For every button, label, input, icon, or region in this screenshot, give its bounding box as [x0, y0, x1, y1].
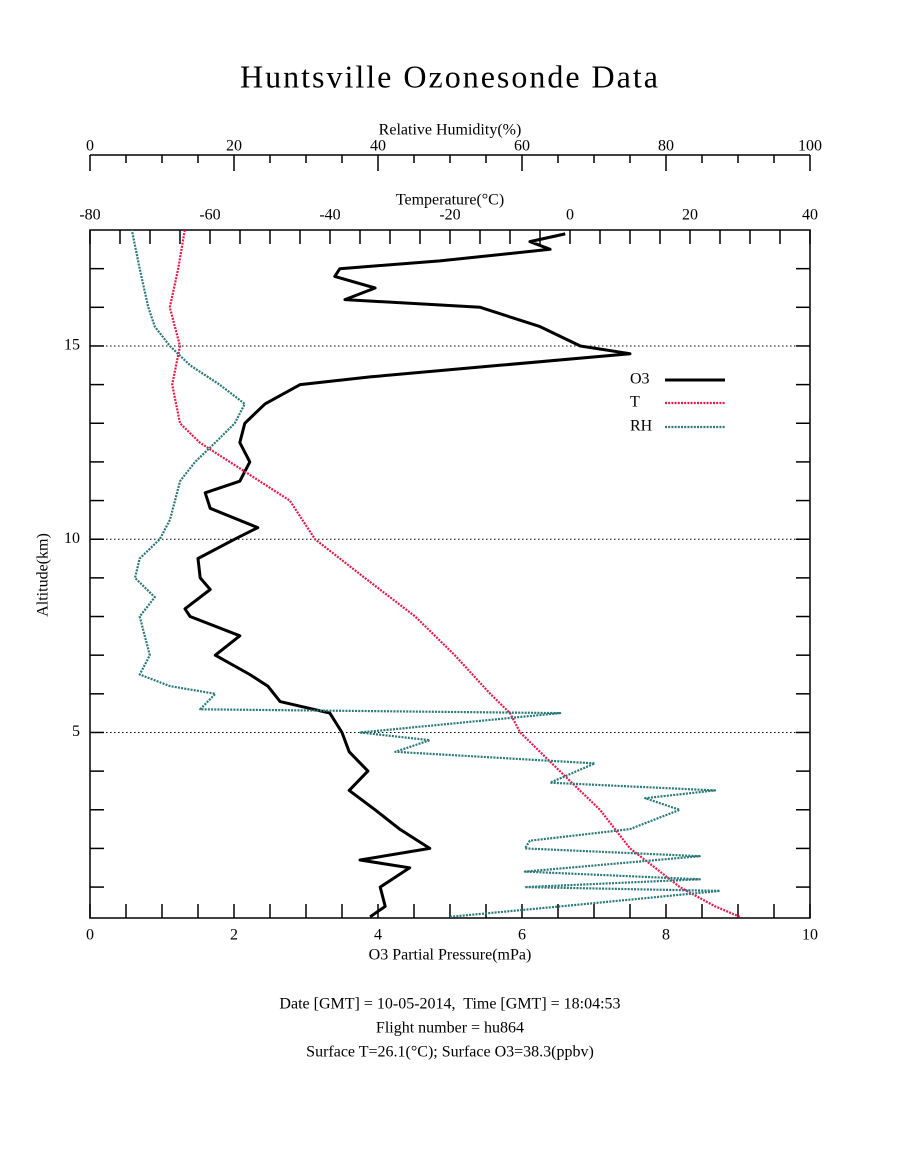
x-tick-label: 40 — [370, 138, 386, 155]
y-axis-label: Altitude(km) — [35, 533, 52, 617]
x-tick-label: 80 — [658, 138, 674, 155]
legend-label: O3 — [630, 371, 650, 388]
footer-line: Date [GMT] = 10-05-2014, Time [GMT] = 18… — [279, 996, 620, 1013]
footer-line: Flight number = hu864 — [376, 1020, 524, 1037]
series-line — [183, 232, 632, 919]
x-tick-label: -80 — [79, 207, 100, 224]
footer-line: Surface T=26.1(°C); Surface O3=38.3(ppbv… — [306, 1044, 594, 1061]
temperature-axis-label: Temperature(°C) — [396, 192, 504, 209]
x-tick-label: -60 — [199, 207, 220, 224]
x-tick-label: 10 — [802, 927, 818, 944]
x-tick-label: 0 — [566, 207, 574, 224]
series-line — [168, 229, 741, 918]
x-tick-label: 2 — [230, 927, 238, 944]
y-tick-label: 10 — [64, 530, 80, 547]
chart-title: Huntsville Ozonesonde Data — [240, 58, 660, 94]
series-line — [130, 229, 722, 918]
x-tick-label: 20 — [226, 138, 242, 155]
y-tick-label: 5 — [72, 723, 80, 740]
legend-label: T — [630, 394, 640, 411]
x-tick-label: 20 — [682, 207, 698, 224]
humidity-axis-label: Relative Humidity(%) — [379, 122, 522, 139]
x-tick-label: -20 — [439, 207, 460, 224]
x-tick-label: 4 — [374, 927, 382, 944]
x-tick-label: 100 — [798, 138, 822, 155]
legend-label: RH — [630, 418, 653, 435]
x-tick-label: 8 — [662, 927, 670, 944]
x-tick-label: 0 — [86, 138, 94, 155]
x-tick-label: 6 — [518, 927, 526, 944]
x-tick-label: 40 — [802, 207, 818, 224]
o3-axis-label: O3 Partial Pressure(mPa) — [369, 947, 532, 964]
y-tick-label: 15 — [64, 337, 80, 354]
x-tick-label: 0 — [86, 927, 94, 944]
x-tick-label: -40 — [319, 207, 340, 224]
x-tick-label: 60 — [514, 138, 530, 155]
